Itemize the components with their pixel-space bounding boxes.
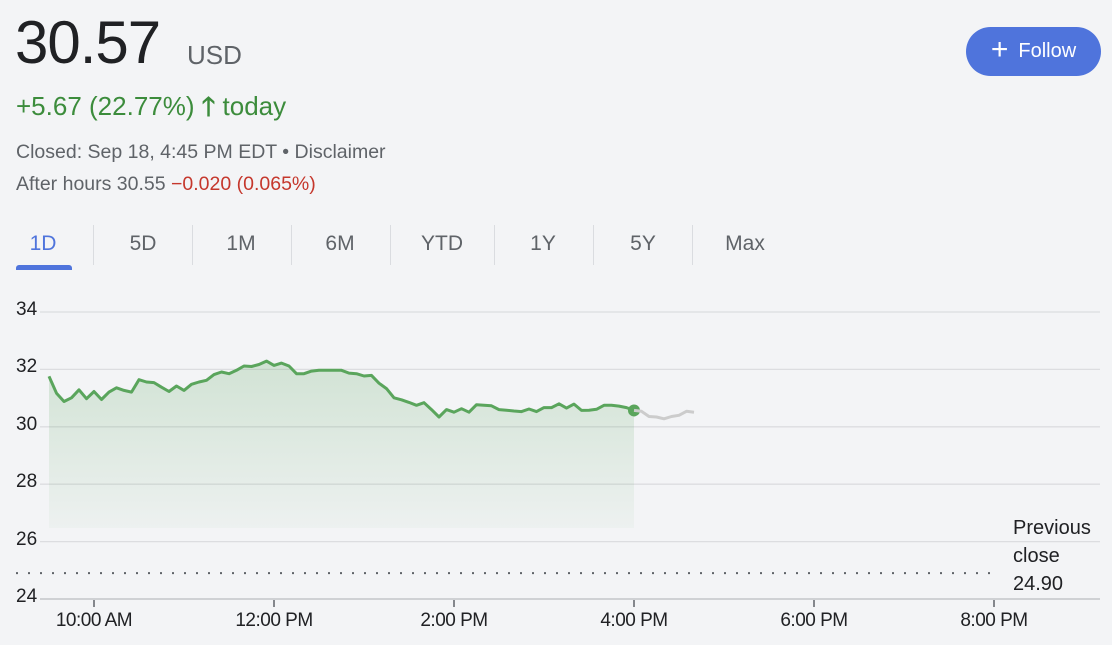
arrow-up-icon: 🡑	[201, 91, 216, 121]
tab-divider	[390, 225, 391, 265]
tab-max[interactable]: Max	[725, 232, 765, 255]
tab-divider	[692, 225, 693, 265]
after-hours-price: After hours 30.55	[16, 173, 166, 195]
previous-close-line1: Previous	[1013, 517, 1091, 539]
follow-label: Follow	[1018, 40, 1077, 62]
currency-label: USD	[187, 40, 242, 70]
price-change: +5.67 (22.77%) 🡑 today	[16, 88, 286, 132]
tab-ytd[interactable]: YTD	[421, 232, 463, 255]
tab-5y[interactable]: 5Y	[630, 232, 656, 255]
y-tick-label: 34	[16, 299, 38, 320]
closed-text: Closed: Sep 18, 4:45 PM EDT	[16, 141, 277, 163]
after-hours-change: −0.020 (0.065%)	[171, 173, 316, 195]
x-tick-label: 6:00 PM	[780, 610, 848, 631]
stock-price: 30.57	[15, 9, 161, 76]
tab-1m[interactable]: 1M	[226, 232, 256, 255]
tab-divider	[593, 225, 594, 265]
tab-divider	[192, 225, 193, 265]
after-hours-quote: After hours 30.55 −0.020 (0.065%)	[16, 173, 316, 196]
y-tick-label: 28	[16, 471, 38, 493]
y-tick-label: 32	[16, 356, 38, 378]
tab-1d[interactable]: 1D	[29, 232, 57, 255]
tab-6m[interactable]: 6M	[325, 232, 355, 255]
x-tick-label: 4:00 PM	[600, 610, 668, 631]
tab-1y[interactable]: 1Y	[530, 232, 556, 255]
separator: •	[282, 141, 290, 163]
y-tick-label: 26	[16, 528, 38, 550]
follow-button[interactable]: + Follow	[966, 27, 1101, 76]
tab-5d[interactable]: 5D	[129, 232, 157, 255]
y-tick-label: 24	[16, 586, 38, 607]
previous-close-line2: close	[1013, 545, 1060, 567]
x-tick-label: 12:00 PM	[235, 610, 313, 631]
previous-close-label: Previous close 24.90	[1013, 514, 1091, 598]
change-value: +5.67 (22.77%)	[16, 91, 195, 121]
disclaimer-link[interactable]: Disclaimer	[294, 141, 386, 163]
active-tab-indicator	[16, 265, 72, 270]
previous-close-value: 24.90	[1013, 573, 1064, 595]
x-tick-label: 10:00 AM	[55, 610, 133, 631]
tab-divider	[291, 225, 292, 265]
y-tick-label: 30	[16, 413, 38, 435]
change-period: today	[222, 91, 287, 121]
x-tick-label: 8:00 PM	[960, 610, 1028, 631]
tab-divider	[494, 225, 495, 265]
after-hours-series-line	[633, 408, 695, 421]
market-status: Closed: Sep 18, 4:45 PM EDT • Disclaimer	[16, 141, 386, 164]
area-fill	[49, 361, 634, 528]
plus-icon: +	[990, 33, 1009, 66]
tab-divider	[93, 225, 94, 265]
x-tick-label: 2:00 PM	[420, 610, 488, 631]
